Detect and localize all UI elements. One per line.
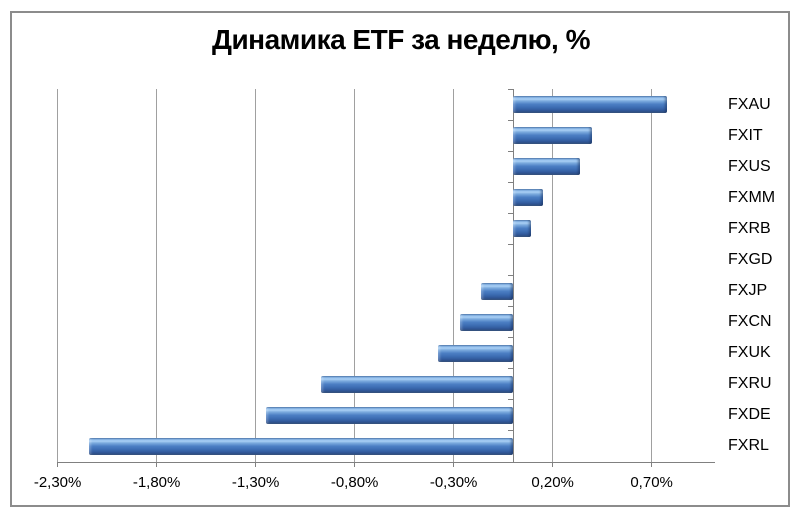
category-label-FXRL: FXRL	[728, 437, 769, 455]
x-tick-label: -0,80%	[330, 474, 379, 491]
chart-title: Динамика ETF за неделю, %	[212, 24, 590, 55]
category-tick	[508, 399, 514, 401]
category-tick	[508, 119, 514, 121]
category-tick	[508, 243, 514, 245]
category-tick	[508, 275, 514, 276]
bar-FXRB	[513, 220, 531, 238]
bar-FXIT	[513, 127, 593, 145]
x-axis-tick	[354, 462, 356, 467]
gridline	[552, 89, 554, 462]
category-label-FXGD: FXGD	[728, 250, 773, 268]
category-tick	[508, 368, 514, 370]
category-label-FXJP: FXJP	[728, 282, 768, 300]
category-label-FXCN: FXCN	[728, 313, 772, 331]
bar-FXUK	[437, 344, 513, 362]
gridline	[255, 89, 257, 462]
gridline	[651, 89, 653, 462]
category-label-FXMM: FXMM	[728, 188, 776, 206]
x-axis-tick	[651, 462, 653, 467]
category-label-FXDE: FXDE	[728, 406, 771, 424]
bottom-axis	[57, 461, 715, 463]
gridline	[57, 89, 59, 462]
bar-FXUS	[513, 158, 581, 176]
category-tick	[508, 88, 514, 90]
x-axis-tick	[57, 462, 59, 467]
gridline	[453, 89, 455, 462]
x-axis-tick	[552, 462, 554, 467]
bar-FXAU	[513, 96, 668, 114]
gridline	[354, 89, 356, 462]
bar-FXRL	[89, 437, 513, 455]
category-label-FXAU: FXAU	[728, 95, 771, 113]
bar-FXJP	[481, 282, 513, 300]
chart-frame	[10, 11, 790, 507]
category-label-FXIT: FXIT	[728, 126, 763, 144]
category-tick	[508, 181, 514, 183]
x-tick-label: 0,70%	[630, 474, 673, 491]
category-tick	[508, 150, 514, 152]
category-tick	[508, 306, 514, 308]
bar-FXRU	[320, 375, 513, 393]
x-tick-label: -2,30%	[33, 474, 82, 491]
zero-axis	[512, 89, 514, 462]
x-axis-tick	[255, 462, 257, 467]
category-label-FXRU: FXRU	[728, 375, 772, 393]
category-tick	[508, 212, 514, 214]
x-tick-label: 0,20%	[531, 474, 574, 491]
category-tick	[508, 337, 514, 339]
bar-FXCN	[459, 313, 513, 331]
bar-FXDE	[265, 406, 514, 424]
category-label-FXUK: FXUK	[728, 344, 771, 362]
x-tick-label: -1,80%	[132, 474, 181, 491]
x-tick-label: -1,30%	[231, 474, 280, 491]
category-tick	[508, 430, 514, 432]
x-axis-tick	[453, 462, 455, 467]
x-tick-label: -0,30%	[429, 474, 478, 491]
category-label-FXUS: FXUS	[728, 157, 771, 175]
gridline	[156, 89, 158, 462]
category-label-FXRB: FXRB	[728, 219, 771, 237]
bar-FXMM	[513, 189, 543, 207]
x-axis-tick	[156, 462, 158, 467]
